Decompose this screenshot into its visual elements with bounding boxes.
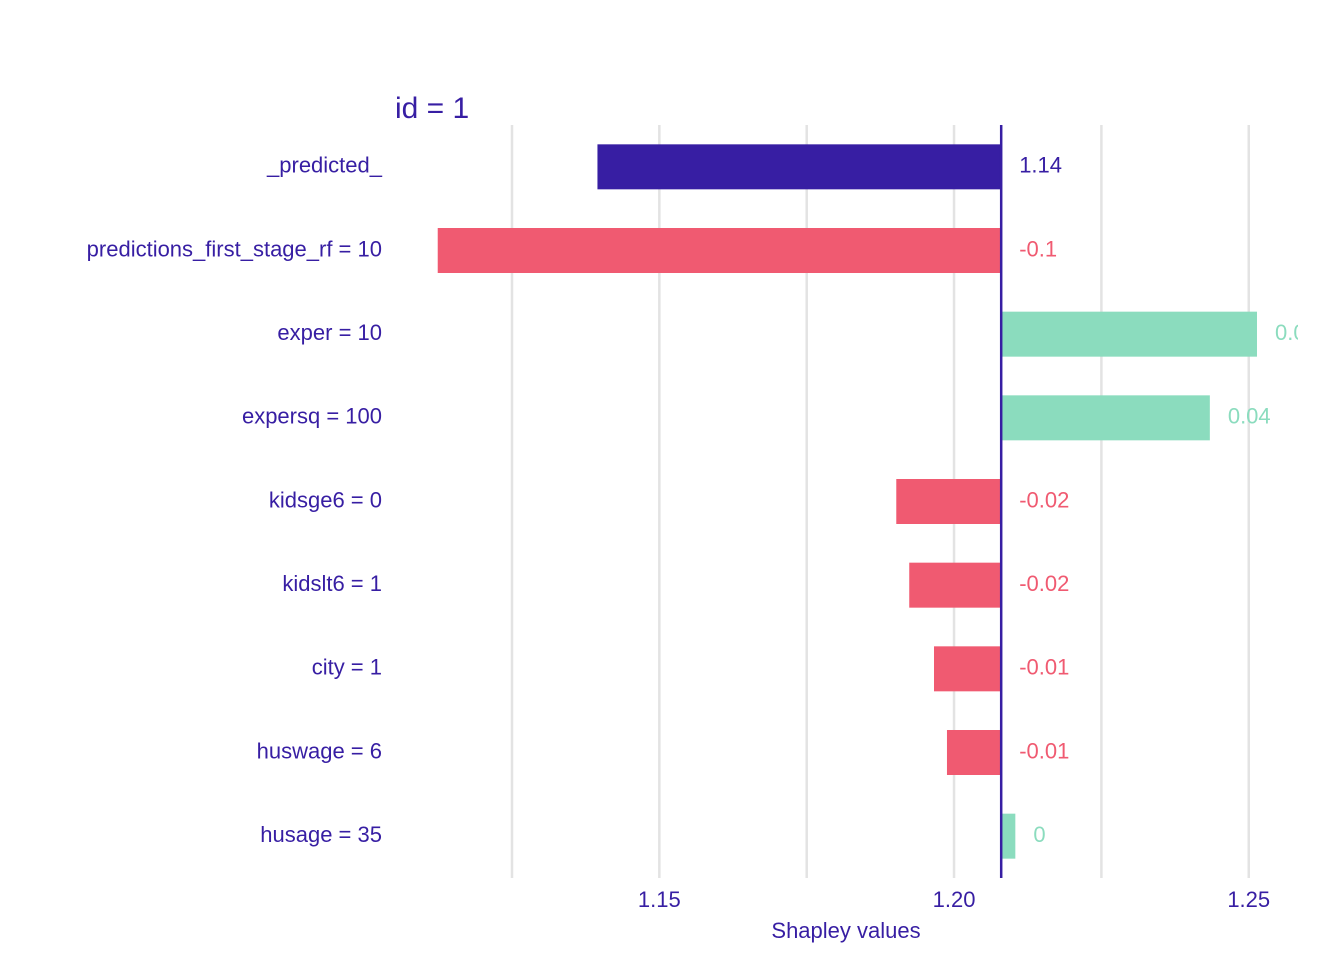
- x-axis-title: Shapley values: [771, 918, 920, 943]
- category-label: predictions_first_stage_rf = 10: [87, 236, 382, 261]
- value-label: 1.14: [1019, 153, 1062, 178]
- value-label: -0.1: [1019, 236, 1057, 261]
- category-label: huswage = 6: [257, 738, 382, 763]
- value-label: -0.02: [1019, 571, 1069, 596]
- value-label: 0.04: [1275, 320, 1318, 345]
- bar: [934, 646, 1002, 692]
- bar: [896, 479, 1002, 524]
- value-label: -0.02: [1019, 487, 1069, 512]
- category-label: _predicted_: [266, 153, 383, 178]
- x-tick-label: 1.20: [933, 887, 976, 912]
- category-label: city = 1: [312, 655, 382, 680]
- category-label: exper = 10: [277, 320, 382, 345]
- chart-title: id = 1: [395, 92, 469, 125]
- value-label: 0.04: [1228, 404, 1271, 429]
- category-label: kidsge6 = 0: [269, 487, 382, 512]
- category-label: expersq = 100: [242, 404, 382, 429]
- bar: [1001, 813, 1016, 859]
- value-label: -0.01: [1019, 738, 1069, 763]
- bar: [597, 144, 1002, 190]
- bar: [1001, 395, 1210, 441]
- value-label: 0: [1033, 822, 1045, 847]
- category-label: kidslt6 = 1: [282, 571, 382, 596]
- x-tick-label: 1.15: [638, 887, 681, 912]
- value-label: -0.01: [1019, 655, 1069, 680]
- bar: [909, 562, 1002, 608]
- category-label: husage = 35: [260, 822, 382, 847]
- bar: [1001, 311, 1257, 357]
- bar: [437, 228, 1002, 273]
- bar: [946, 730, 1002, 775]
- x-tick-label: 1.25: [1227, 887, 1270, 912]
